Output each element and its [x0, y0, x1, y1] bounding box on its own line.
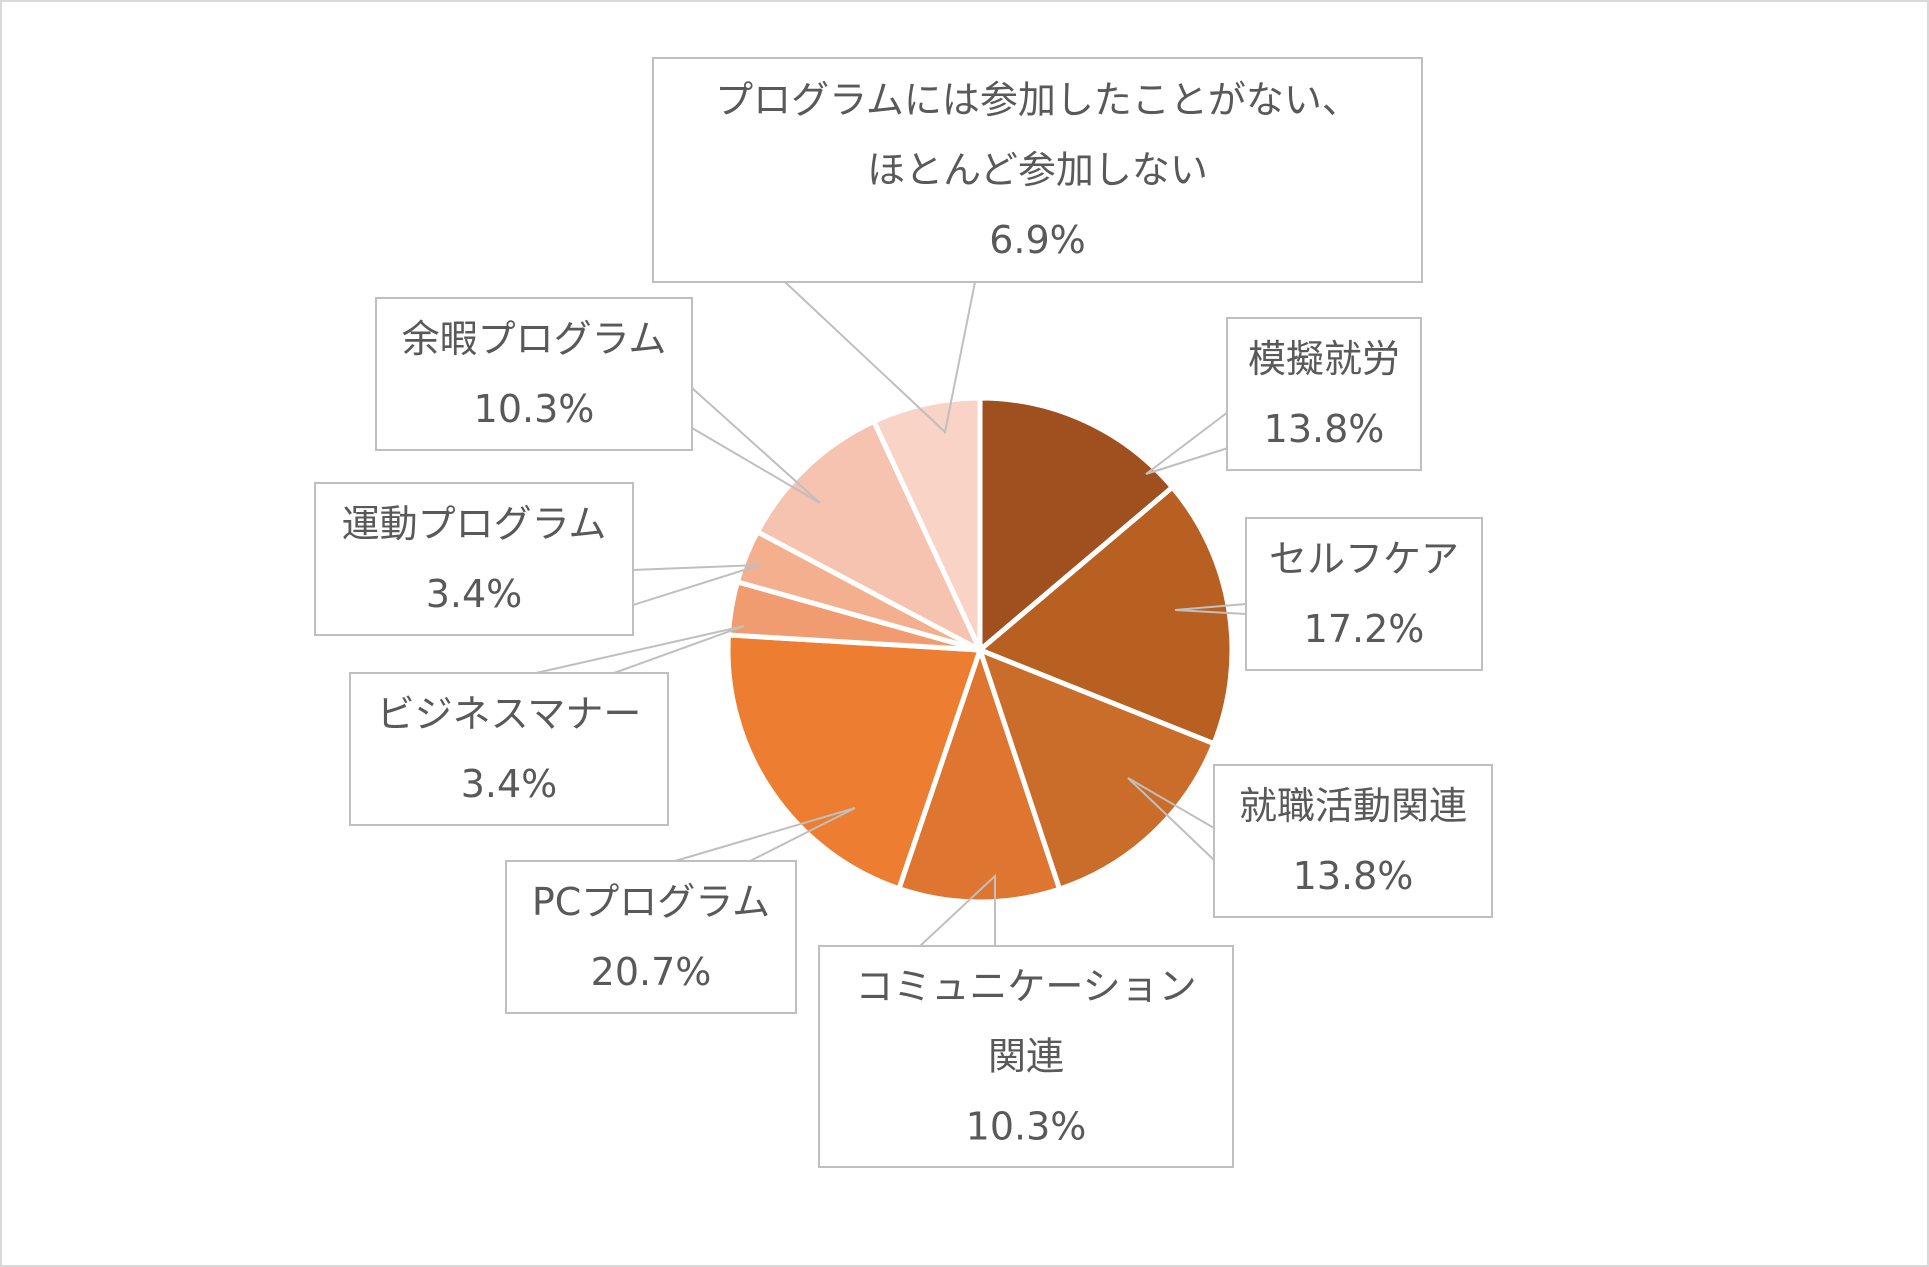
pie-slice-0[interactable] — [977, 395, 1175, 653]
data-label-value-0: 13.8% — [1264, 407, 1385, 451]
data-label-box-7 — [375, 297, 693, 451]
pie-slice-8[interactable] — [871, 395, 983, 653]
data-label-category-1: セルフケア — [1269, 537, 1459, 581]
leader-line-0 — [1145, 411, 1229, 475]
leader-line-4 — [674, 807, 856, 862]
data-label-box-2 — [1213, 764, 1493, 918]
data-label-value-4: 20.7% — [591, 950, 712, 994]
data-label-box-1 — [1245, 517, 1483, 671]
data-label-category-3: 関連 — [988, 1035, 1064, 1079]
data-label-value-8: 6.9% — [989, 218, 1086, 262]
data-label-value-5: 3.4% — [461, 762, 558, 806]
leader-line-5 — [535, 625, 745, 674]
data-label-category-4: PCプログラム — [532, 880, 770, 924]
data-label-category-8: プログラムには参加したことがない、 — [715, 78, 1360, 122]
data-label-category-6: 運動プログラム — [342, 502, 607, 546]
data-label-box-8 — [652, 57, 1423, 283]
leader-line-8 — [784, 281, 976, 434]
data-labels: 模擬就労 13.8% セルフケア 17.2% 就職活動関連 13.8% コミュニケーション関… — [314, 57, 1493, 1168]
pie-slice-7[interactable] — [754, 418, 983, 653]
data-label-category-8: ほとんど参加しない — [867, 148, 1208, 192]
leader-line-7 — [691, 387, 821, 504]
data-label-box-0 — [1226, 317, 1422, 471]
data-label-category-3: コミュニケーション — [855, 965, 1196, 1009]
data-label-value-3: 10.3% — [966, 1105, 1087, 1149]
data-label-value-1: 17.2% — [1304, 607, 1425, 651]
leader-line-3 — [919, 873, 996, 947]
data-label-box-5 — [349, 672, 669, 826]
leader-lines — [535, 281, 1247, 947]
leader-line-1 — [1174, 603, 1247, 615]
data-label-category-0: 模擬就労 — [1248, 337, 1400, 381]
data-label-box-3 — [818, 945, 1234, 1168]
pie-slice-4[interactable] — [725, 632, 983, 892]
data-label-category-5: ビジネスマナー — [377, 692, 642, 736]
data-label-category-7: 余暇プログラム — [402, 317, 667, 361]
pie-slice-3[interactable] — [896, 647, 1063, 905]
data-label-value-2: 13.8% — [1293, 854, 1414, 898]
pie-slice-2[interactable] — [977, 647, 1217, 892]
data-label-category-2: 就職活動関連 — [1239, 784, 1467, 828]
data-label-box-6 — [314, 482, 634, 636]
data-label-value-6: 3.4% — [426, 572, 523, 616]
pie-slice-1[interactable] — [977, 484, 1235, 747]
leader-line-2 — [1127, 777, 1215, 861]
slices — [725, 395, 1235, 905]
data-label-box-4 — [505, 860, 797, 1014]
leader-line-6 — [632, 564, 761, 606]
data-label-value-7: 10.3% — [474, 387, 595, 431]
